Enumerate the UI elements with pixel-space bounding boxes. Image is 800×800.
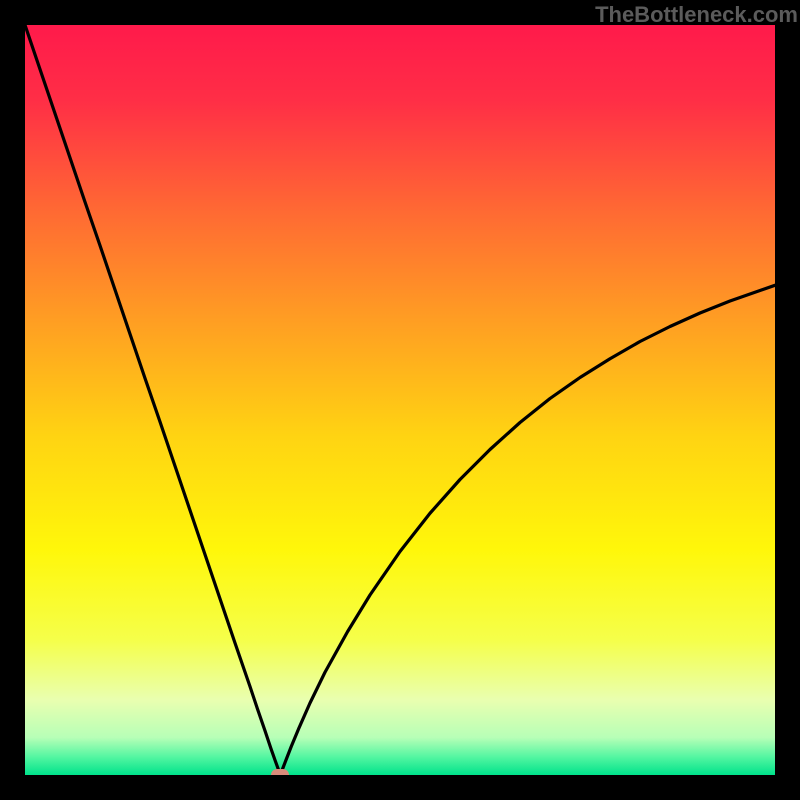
gradient-background [25,25,775,775]
chart-svg [25,25,775,775]
outer-frame: TheBottleneck.com [0,0,800,800]
plot-area [25,25,775,775]
watermark-text: TheBottleneck.com [595,2,798,28]
